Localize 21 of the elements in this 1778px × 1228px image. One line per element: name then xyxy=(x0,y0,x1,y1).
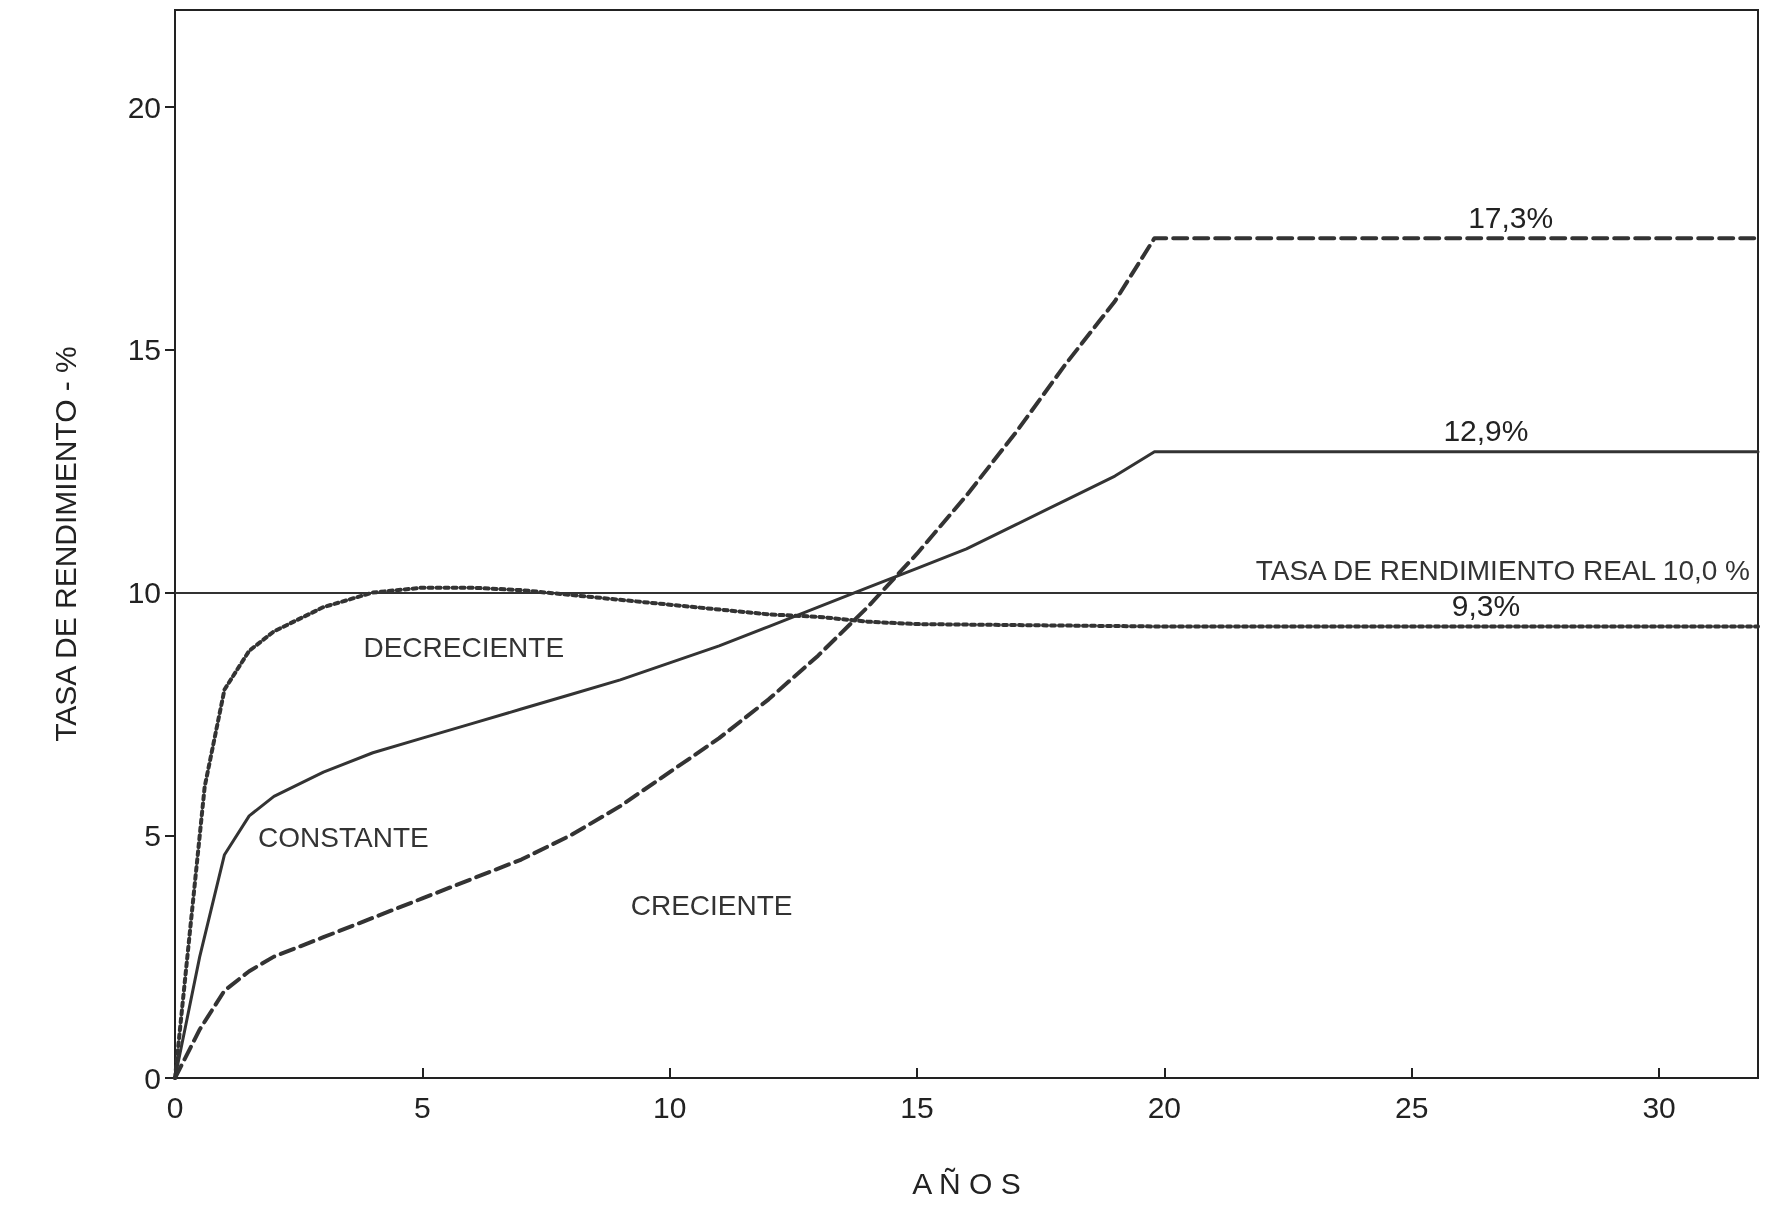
ref-line-label: TASA DE RENDIMIENTO REAL 10,0 % xyxy=(1255,555,1750,587)
x-tick-label: 5 xyxy=(414,1090,431,1124)
y-tick-label: 10 xyxy=(127,576,161,610)
y-tick-label: 5 xyxy=(144,818,161,852)
x-tick-label: 25 xyxy=(1395,1090,1429,1124)
y-axis-title: TASA DE RENDIMIENTO - % xyxy=(48,346,82,742)
x-tick-label: 0 xyxy=(166,1090,184,1124)
data-label: 9,3% xyxy=(1451,589,1521,623)
y-tick-label: 15 xyxy=(127,333,161,367)
x-tick-label: 20 xyxy=(1147,1090,1182,1124)
series-label: DECRECIENTE xyxy=(363,631,565,663)
x-tick-label: 15 xyxy=(900,1090,934,1124)
y-tick-label: 20 xyxy=(127,90,161,124)
y-tick-label: 0 xyxy=(144,1061,161,1095)
series-label: CONSTANTE xyxy=(258,821,429,853)
x-axis-title: A Ñ O S xyxy=(912,1166,1021,1200)
x-tick-label: 30 xyxy=(1642,1090,1676,1124)
data-label: 12,9% xyxy=(1443,414,1529,448)
data-label: 17,3% xyxy=(1468,200,1554,234)
text: CRECIENTE xyxy=(630,889,793,921)
x-tick-label: 10 xyxy=(653,1090,687,1124)
